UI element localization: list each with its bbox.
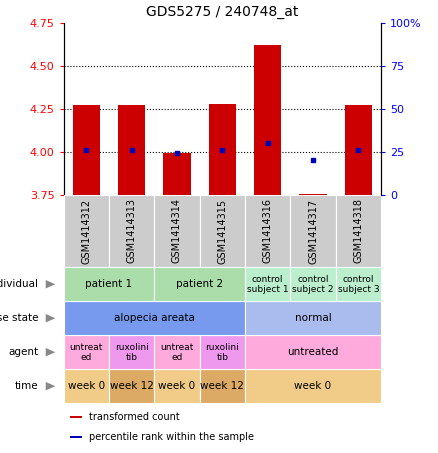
Bar	[200, 195, 245, 267]
Bar	[245, 301, 381, 335]
Bar	[200, 335, 245, 369]
Text: GSM1414316: GSM1414316	[263, 198, 272, 263]
Bar	[109, 335, 154, 369]
Text: week 0: week 0	[294, 381, 332, 391]
Text: patient 1: patient 1	[85, 279, 132, 289]
Bar	[336, 195, 381, 267]
Text: GSM1414315: GSM1414315	[217, 198, 227, 264]
Text: week 0: week 0	[159, 381, 195, 391]
Bar	[300, 194, 327, 195]
Text: week 12: week 12	[200, 381, 244, 391]
Bar	[109, 195, 154, 267]
Text: agent: agent	[8, 347, 38, 357]
Bar	[70, 415, 82, 418]
Bar	[154, 267, 245, 301]
Bar	[245, 195, 290, 267]
Bar	[154, 369, 200, 403]
Bar	[64, 267, 154, 301]
Text: control
subject 2: control subject 2	[292, 275, 334, 294]
Text: time: time	[14, 381, 38, 391]
Text: untreat
ed: untreat ed	[70, 342, 103, 362]
Bar	[64, 301, 245, 335]
Bar	[73, 105, 100, 195]
Bar	[208, 104, 236, 195]
Text: ruxolini
tib: ruxolini tib	[205, 342, 239, 362]
Text: alopecia areata: alopecia areata	[114, 313, 194, 323]
Text: GSM1414318: GSM1414318	[353, 198, 364, 263]
Text: individual: individual	[0, 279, 38, 289]
Text: control
subject 3: control subject 3	[338, 275, 379, 294]
Text: GSM1414317: GSM1414317	[308, 198, 318, 264]
Polygon shape	[46, 280, 55, 289]
Text: normal: normal	[295, 313, 332, 323]
Polygon shape	[46, 314, 55, 323]
Bar	[64, 369, 109, 403]
Bar	[70, 436, 82, 438]
Bar	[245, 369, 381, 403]
Text: week 12: week 12	[110, 381, 153, 391]
Bar	[290, 267, 336, 301]
Text: GSM1414314: GSM1414314	[172, 198, 182, 263]
Text: GSM1414313: GSM1414313	[127, 198, 137, 263]
Text: untreated: untreated	[287, 347, 339, 357]
Bar	[154, 335, 200, 369]
Polygon shape	[46, 382, 55, 390]
Bar	[290, 195, 336, 267]
Title: GDS5275 / 240748_at: GDS5275 / 240748_at	[146, 5, 298, 19]
Text: untreat
ed: untreat ed	[160, 342, 194, 362]
Text: transformed count: transformed count	[89, 412, 180, 422]
Text: GSM1414312: GSM1414312	[81, 198, 91, 264]
Polygon shape	[46, 348, 55, 357]
Bar	[345, 105, 372, 195]
Bar	[118, 105, 145, 195]
Text: control
subject 1: control subject 1	[247, 275, 289, 294]
Bar	[109, 369, 154, 403]
Bar	[200, 369, 245, 403]
Bar	[64, 335, 109, 369]
Text: week 0: week 0	[67, 381, 105, 391]
Text: percentile rank within the sample: percentile rank within the sample	[89, 432, 254, 442]
Text: patient 2: patient 2	[176, 279, 223, 289]
Bar	[154, 195, 200, 267]
Text: disease state: disease state	[0, 313, 38, 323]
Bar	[245, 267, 290, 301]
Bar	[64, 195, 109, 267]
Text: ruxolini
tib: ruxolini tib	[115, 342, 148, 362]
Bar	[245, 335, 381, 369]
Bar	[254, 45, 281, 195]
Bar	[336, 267, 381, 301]
Bar	[163, 154, 191, 195]
